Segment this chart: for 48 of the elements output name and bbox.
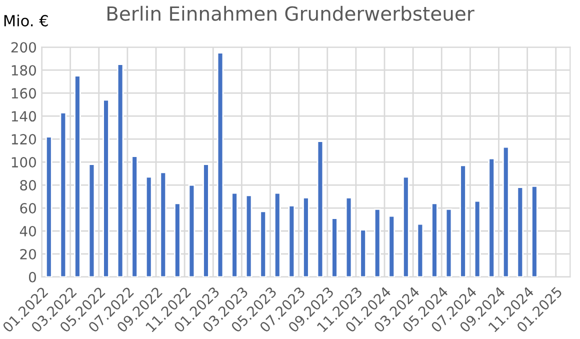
bar	[274, 192, 281, 277]
bar	[131, 156, 138, 277]
bar	[74, 75, 81, 277]
bar	[516, 186, 524, 277]
y-tick-label: 140	[12, 111, 36, 122]
y-tick-label: 120	[12, 134, 36, 145]
bar	[316, 140, 324, 277]
bar	[288, 205, 296, 277]
bar	[260, 210, 267, 277]
bar	[445, 208, 452, 277]
bar	[245, 194, 252, 277]
bar	[216, 52, 224, 277]
bar	[431, 202, 438, 277]
bar	[331, 218, 338, 277]
bar	[460, 164, 466, 277]
y-tick-label: 60	[20, 202, 36, 214]
bar	[374, 208, 381, 277]
y-tick-label: 100	[12, 157, 36, 168]
bar	[402, 176, 410, 277]
y-axis-title: Mio. €	[4, 14, 48, 26]
bar	[45, 136, 52, 277]
bar	[360, 229, 366, 277]
y-tick-label: 20	[20, 248, 36, 260]
bar	[502, 146, 510, 277]
bar	[88, 164, 96, 277]
bar	[231, 192, 238, 277]
bar	[188, 184, 196, 277]
y-tick-label: 0	[28, 272, 36, 282]
y-tick-label: 160	[12, 88, 36, 99]
bar	[145, 176, 152, 277]
bar	[388, 215, 396, 277]
chart-title: Berlin Einnahmen Grunderwerbsteuer	[108, 6, 474, 21]
y-tick-label: 40	[20, 226, 36, 236]
bar	[531, 185, 538, 277]
y-tick-label: 200	[11, 42, 36, 53]
bar	[174, 202, 181, 277]
y-tick-label: 180	[12, 65, 36, 76]
bar	[488, 158, 496, 277]
bar	[345, 196, 352, 277]
bar	[202, 164, 210, 277]
bar	[116, 64, 124, 277]
y-tick-label: 80	[20, 180, 36, 190]
bar	[102, 99, 110, 277]
bar	[474, 200, 481, 277]
bar	[60, 112, 67, 277]
bar	[160, 172, 167, 277]
bar	[302, 196, 310, 277]
bar	[416, 223, 424, 277]
